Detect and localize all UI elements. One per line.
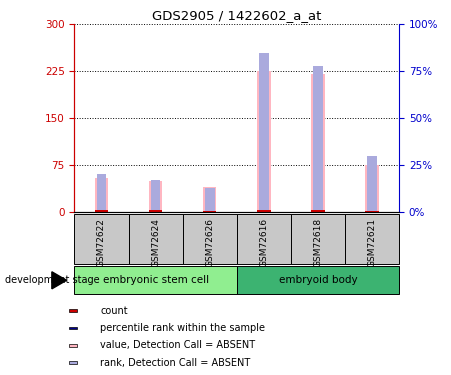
Bar: [205, 188, 215, 212]
Bar: [95, 177, 108, 212]
Text: GSM72622: GSM72622: [97, 218, 106, 267]
Bar: [129, 214, 183, 264]
Text: GSM72618: GSM72618: [313, 218, 322, 267]
Bar: [367, 156, 377, 212]
Bar: [365, 165, 379, 212]
Bar: [74, 214, 129, 264]
Text: development stage: development stage: [5, 275, 99, 285]
Title: GDS2905 / 1422602_a_at: GDS2905 / 1422602_a_at: [152, 9, 322, 22]
Bar: [257, 210, 271, 212]
Bar: [311, 210, 325, 212]
Bar: [183, 214, 237, 264]
Text: GSM72626: GSM72626: [205, 218, 214, 267]
Text: value, Detection Call = ABSENT: value, Detection Call = ABSENT: [100, 340, 255, 350]
Bar: [69, 327, 77, 329]
Text: embryonic stem cell: embryonic stem cell: [102, 275, 209, 285]
Bar: [203, 187, 216, 212]
Bar: [69, 361, 77, 364]
Bar: [257, 71, 271, 212]
Bar: [74, 266, 237, 294]
Bar: [149, 181, 162, 212]
Text: GSM72621: GSM72621: [368, 218, 377, 267]
Bar: [97, 174, 106, 212]
Bar: [311, 74, 325, 212]
Bar: [69, 344, 77, 346]
Polygon shape: [52, 272, 67, 289]
Text: embryoid body: embryoid body: [279, 275, 357, 285]
Bar: [149, 210, 162, 212]
Bar: [69, 309, 77, 312]
Bar: [291, 214, 345, 264]
Bar: [237, 266, 399, 294]
Bar: [151, 180, 161, 212]
Bar: [259, 53, 269, 212]
Bar: [95, 210, 108, 212]
Text: count: count: [100, 306, 128, 315]
Text: percentile rank within the sample: percentile rank within the sample: [100, 323, 265, 333]
Bar: [313, 66, 323, 212]
Bar: [345, 214, 399, 264]
Bar: [237, 214, 291, 264]
Text: GSM72624: GSM72624: [151, 218, 160, 267]
Bar: [203, 211, 216, 212]
Text: rank, Detection Call = ABSENT: rank, Detection Call = ABSENT: [100, 358, 250, 368]
Bar: [365, 211, 379, 212]
Text: GSM72616: GSM72616: [259, 218, 268, 267]
